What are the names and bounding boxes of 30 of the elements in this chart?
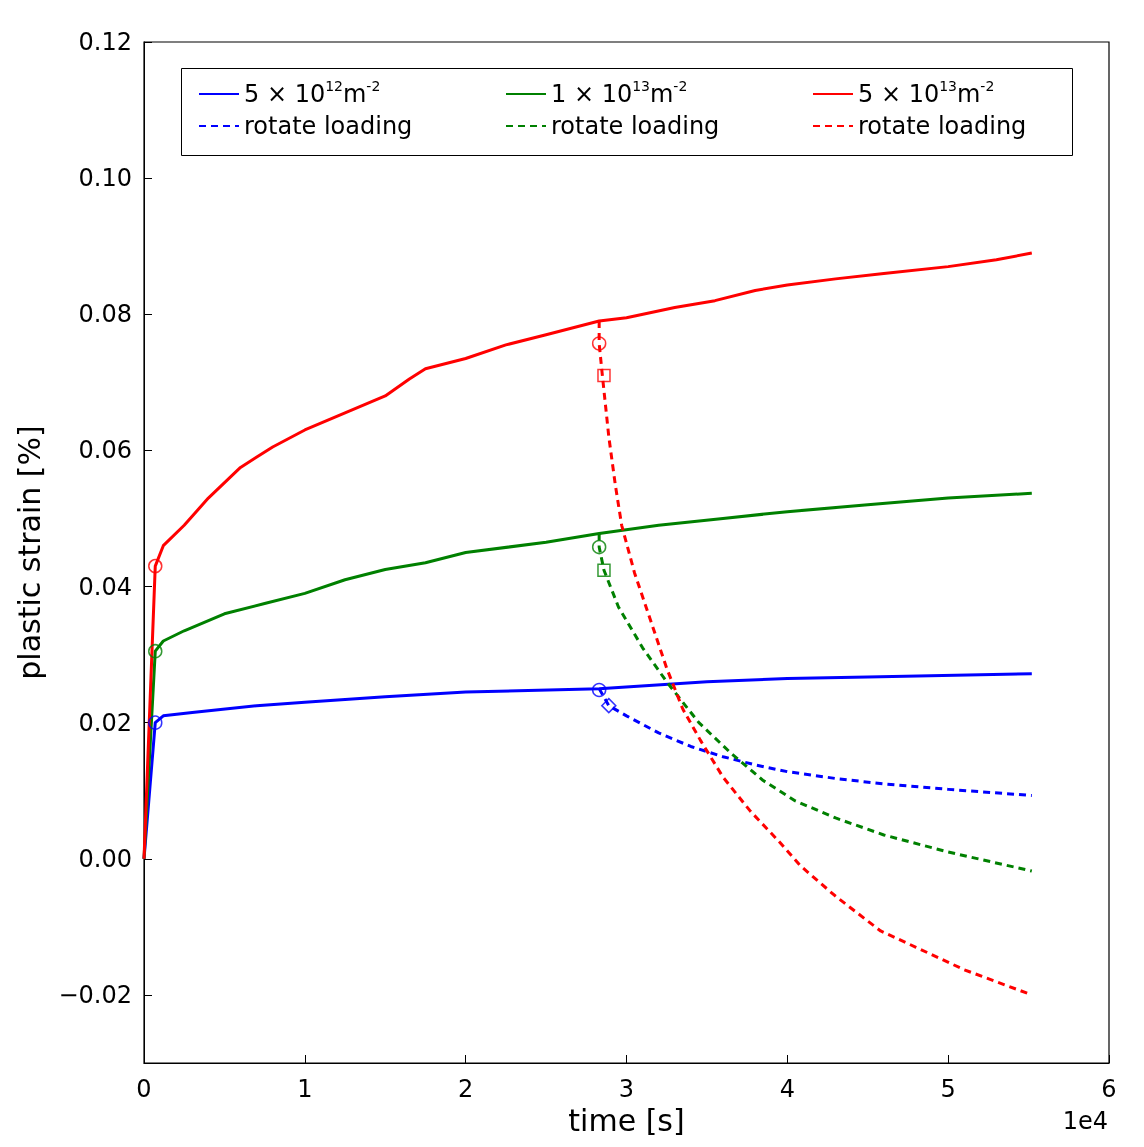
y-tick-label: 0.06 (78, 436, 132, 465)
legend-label: rotate loading (244, 112, 413, 140)
y-tick-label: 0.02 (78, 708, 132, 737)
x-tick-label: 0 (136, 1075, 152, 1103)
legend-label: rotate loading (551, 112, 720, 140)
x-tick-label: 2 (458, 1075, 474, 1103)
y-tick-label: 0.04 (78, 572, 132, 601)
point (148, 715, 163, 730)
point (591, 539, 607, 555)
y-tick-label: −0.02 (58, 980, 132, 1009)
legend-label: rotate loading (858, 112, 1027, 140)
y-tick-label: 0.00 (78, 844, 132, 873)
x-tick-label: 4 (779, 1075, 795, 1103)
y-axis-title: plastic strain [%] (11, 425, 47, 680)
x-axis-title: time [s] (568, 1103, 685, 1139)
y-tick-label: 0.08 (78, 300, 132, 329)
point (597, 563, 611, 577)
point (148, 558, 163, 574)
x-tick-label: 3 (618, 1075, 635, 1103)
x-tick-label: 6 (1101, 1075, 1117, 1103)
y-tick-label: 0.12 (78, 28, 132, 56)
point (148, 643, 163, 659)
x-tick-label: 5 (940, 1075, 956, 1103)
x-tick-label: 1 (297, 1075, 313, 1103)
point (601, 697, 617, 714)
y-tick-label: 0.10 (78, 164, 132, 193)
point (591, 336, 607, 351)
text: 1e4 (1062, 1107, 1109, 1135)
point (597, 368, 611, 383)
point (591, 682, 607, 698)
